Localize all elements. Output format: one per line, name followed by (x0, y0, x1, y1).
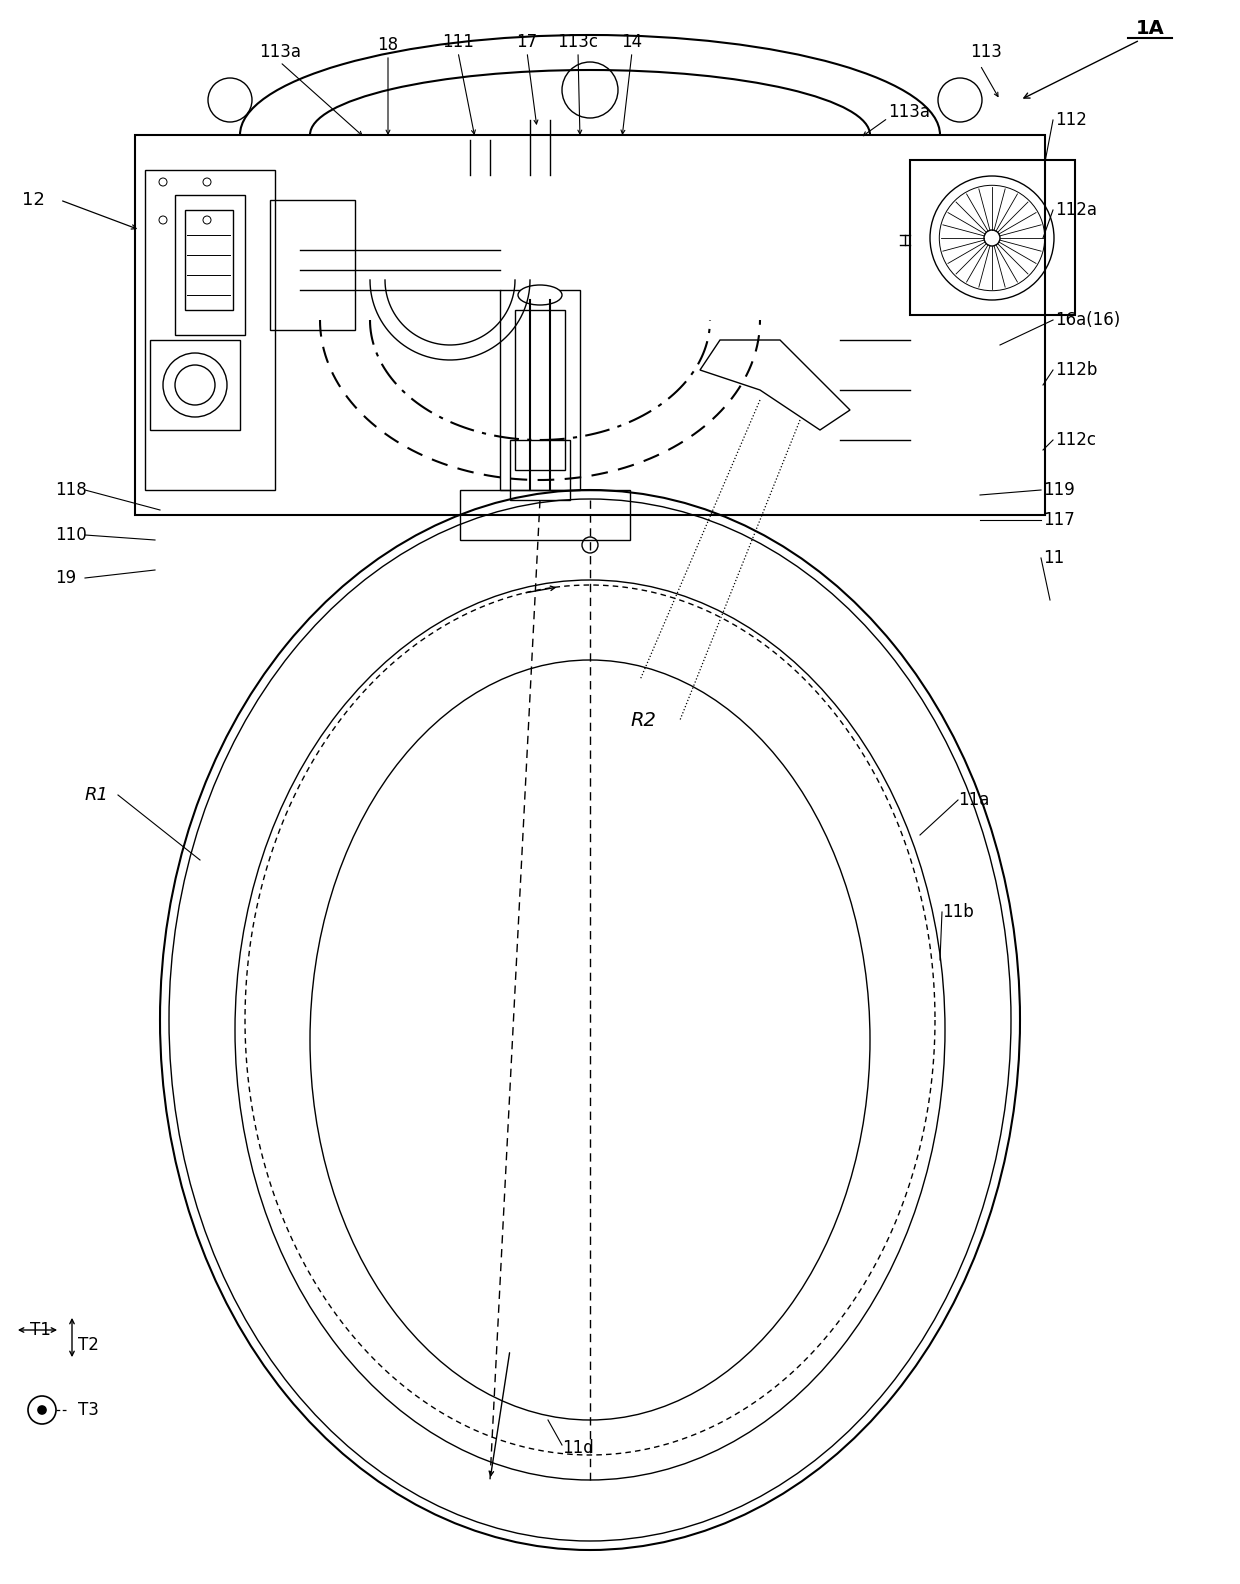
Text: 118: 118 (55, 482, 87, 499)
Text: 11d: 11d (562, 1438, 594, 1457)
Text: R2: R2 (630, 711, 656, 730)
Text: 112c: 112c (1055, 431, 1096, 448)
Text: 113c: 113c (558, 33, 599, 51)
Circle shape (38, 1407, 46, 1415)
Text: 119: 119 (1043, 482, 1075, 499)
Circle shape (985, 230, 999, 246)
Text: T1: T1 (30, 1321, 51, 1338)
Text: 112a: 112a (1055, 201, 1097, 219)
Text: 11a: 11a (959, 790, 990, 809)
Text: 11: 11 (1043, 550, 1064, 567)
Text: 12: 12 (22, 192, 45, 209)
Text: 18: 18 (377, 36, 398, 54)
Text: 113: 113 (970, 43, 1002, 62)
Bar (510, 440, 570, 501)
Text: 110: 110 (55, 526, 87, 543)
Text: 112: 112 (1055, 111, 1087, 128)
Bar (135, 135, 1045, 515)
Bar (460, 489, 630, 540)
Text: 111: 111 (443, 33, 474, 51)
Bar (515, 310, 565, 470)
Text: 117: 117 (1043, 512, 1075, 529)
Text: T2: T2 (78, 1335, 99, 1354)
Text: 14: 14 (621, 33, 642, 51)
Bar (145, 169, 275, 489)
Text: 1A: 1A (1136, 19, 1164, 38)
Bar (500, 290, 580, 489)
Text: 113a: 113a (259, 43, 301, 62)
Ellipse shape (518, 285, 562, 306)
Text: 16a(16): 16a(16) (1055, 310, 1120, 329)
Text: 112b: 112b (1055, 361, 1097, 379)
Bar (910, 160, 1075, 315)
Bar (270, 200, 355, 329)
Text: 17: 17 (516, 33, 538, 51)
Text: 113a: 113a (888, 103, 930, 120)
Text: R1: R1 (86, 786, 109, 805)
Bar (150, 341, 241, 429)
Text: T3: T3 (78, 1400, 99, 1419)
Text: 11b: 11b (942, 903, 973, 920)
Text: 19: 19 (55, 569, 76, 588)
Bar (185, 211, 233, 310)
Bar (175, 195, 246, 334)
